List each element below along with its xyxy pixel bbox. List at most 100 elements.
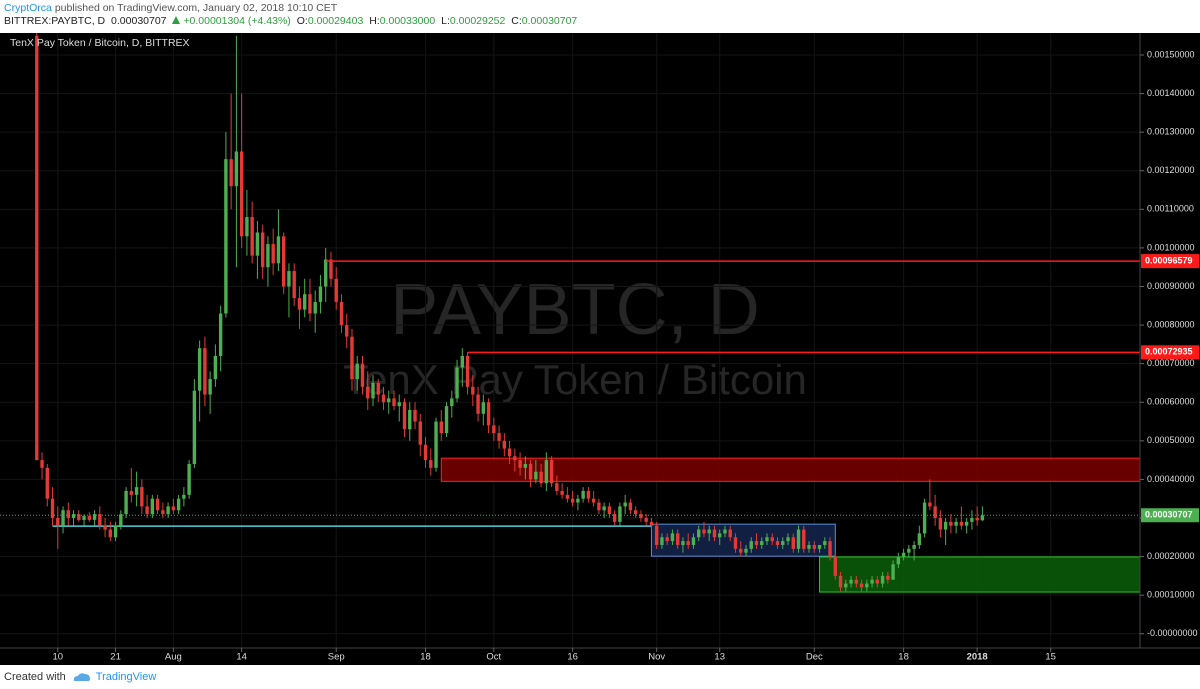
x-tick-label: 21 bbox=[110, 652, 121, 663]
candle-body bbox=[518, 460, 522, 468]
grid bbox=[0, 33, 1140, 648]
candle-body bbox=[224, 159, 228, 314]
ohlc-value: 0.00029403 bbox=[307, 15, 364, 27]
candle-body bbox=[103, 525, 107, 530]
candle-body bbox=[686, 541, 690, 545]
axes: -0.000000000.000100000.000200000.0003000… bbox=[52, 49, 1199, 663]
up-arrow bbox=[172, 16, 181, 24]
candle-body bbox=[208, 379, 212, 395]
x-tick-label: Dec bbox=[806, 652, 823, 663]
candle-body bbox=[460, 355, 465, 368]
candle-body bbox=[182, 494, 186, 499]
candle-body bbox=[891, 564, 895, 580]
candle-body bbox=[287, 271, 291, 287]
candle-body bbox=[98, 514, 102, 526]
candle-body bbox=[707, 529, 711, 534]
last-price-box bbox=[1141, 508, 1199, 523]
candle-body bbox=[765, 537, 769, 542]
candle-body bbox=[560, 490, 564, 495]
candle-body bbox=[339, 301, 344, 326]
candle-body bbox=[77, 514, 81, 520]
candle-body bbox=[87, 516, 92, 520]
candle-body bbox=[434, 421, 438, 468]
candle-body bbox=[886, 575, 890, 580]
candle-body bbox=[581, 490, 585, 499]
chart: PAYBTC, D TenX Pay Token / Bitcoin -0.000… bbox=[0, 33, 1200, 665]
y-tick-label: 0.00060000 bbox=[1147, 397, 1195, 407]
candle-body bbox=[350, 336, 354, 380]
ohlc-label: C: bbox=[511, 15, 522, 27]
chart-legend: TenX Pay Token / Bitcoin, D, BITTREX bbox=[10, 37, 190, 49]
candle-body bbox=[681, 541, 685, 545]
ohlc-value: 0.00029252 bbox=[449, 15, 506, 27]
y-tick-label: 0.00110000 bbox=[1147, 204, 1194, 214]
publish-info: published on TradingView.com, January 02… bbox=[54, 2, 338, 14]
candle-body bbox=[455, 367, 459, 399]
candle-body bbox=[203, 348, 207, 395]
x-tick-label: Nov bbox=[648, 652, 665, 663]
quote-line: BITTREX:PAYBTC, D 0.00030707 +0.00001304… bbox=[4, 15, 1200, 28]
candle-body bbox=[849, 579, 853, 584]
candle-body bbox=[308, 294, 312, 314]
candle-body bbox=[313, 301, 317, 314]
candle-body bbox=[628, 502, 633, 511]
candle-body bbox=[859, 583, 864, 588]
candle-body bbox=[775, 541, 780, 545]
candle-body bbox=[439, 421, 443, 434]
author-link[interactable]: CryptOrca bbox=[4, 2, 52, 14]
candle-body bbox=[303, 294, 307, 310]
candle-body bbox=[392, 398, 396, 407]
candle-body bbox=[723, 529, 727, 534]
candle-body bbox=[140, 487, 144, 507]
candle-body bbox=[639, 514, 643, 518]
candle-body bbox=[770, 537, 774, 542]
candle-body bbox=[938, 517, 943, 530]
candle-body bbox=[266, 244, 270, 268]
candle-body bbox=[975, 517, 979, 521]
candle-body bbox=[418, 421, 422, 445]
candle-body bbox=[255, 232, 260, 256]
candle-body bbox=[823, 541, 827, 545]
candle-body bbox=[176, 498, 181, 511]
candle-body bbox=[534, 471, 538, 480]
y-tick-label: 0.00130000 bbox=[1147, 127, 1195, 137]
candle-body bbox=[45, 467, 49, 499]
candle-body bbox=[570, 498, 575, 503]
x-tick-label: 13 bbox=[714, 652, 725, 663]
candle-body bbox=[381, 394, 386, 403]
candle-body bbox=[586, 490, 591, 499]
watermark-symbol: PAYBTC, D bbox=[390, 270, 759, 350]
candle-body bbox=[576, 498, 580, 503]
brand-link[interactable]: TradingView bbox=[95, 671, 157, 683]
y-tick-label: 0.00140000 bbox=[1147, 88, 1195, 98]
ohlc-label: O: bbox=[296, 15, 308, 27]
candle-body bbox=[865, 583, 869, 588]
candle-body bbox=[544, 460, 549, 484]
candle-body bbox=[371, 382, 375, 399]
candle-body bbox=[281, 236, 286, 287]
y-tick-label: 0.00040000 bbox=[1147, 474, 1195, 484]
zone bbox=[819, 556, 1140, 593]
candle-body bbox=[50, 498, 55, 518]
y-tick-label: 0.00020000 bbox=[1147, 551, 1195, 561]
candle-body bbox=[607, 506, 612, 515]
candle-body bbox=[318, 286, 323, 302]
candle-body bbox=[618, 506, 622, 522]
candle-body bbox=[229, 159, 233, 187]
candle-body bbox=[271, 244, 275, 264]
x-tick-label: 10 bbox=[52, 652, 63, 663]
candle-body bbox=[633, 510, 638, 515]
candle-body bbox=[675, 533, 680, 545]
candle-body bbox=[959, 521, 964, 526]
candle-body bbox=[697, 529, 701, 538]
candle-body bbox=[760, 541, 764, 545]
watermark-name: TenX Pay Token / Bitcoin bbox=[343, 356, 807, 403]
x-tick-label: 18 bbox=[898, 652, 909, 663]
level-box bbox=[1141, 345, 1199, 360]
candle-body bbox=[260, 232, 265, 268]
created-with: Created with bbox=[4, 671, 66, 683]
brand-logo bbox=[73, 673, 90, 681]
candle-body bbox=[61, 510, 65, 526]
candle-body bbox=[465, 355, 470, 387]
